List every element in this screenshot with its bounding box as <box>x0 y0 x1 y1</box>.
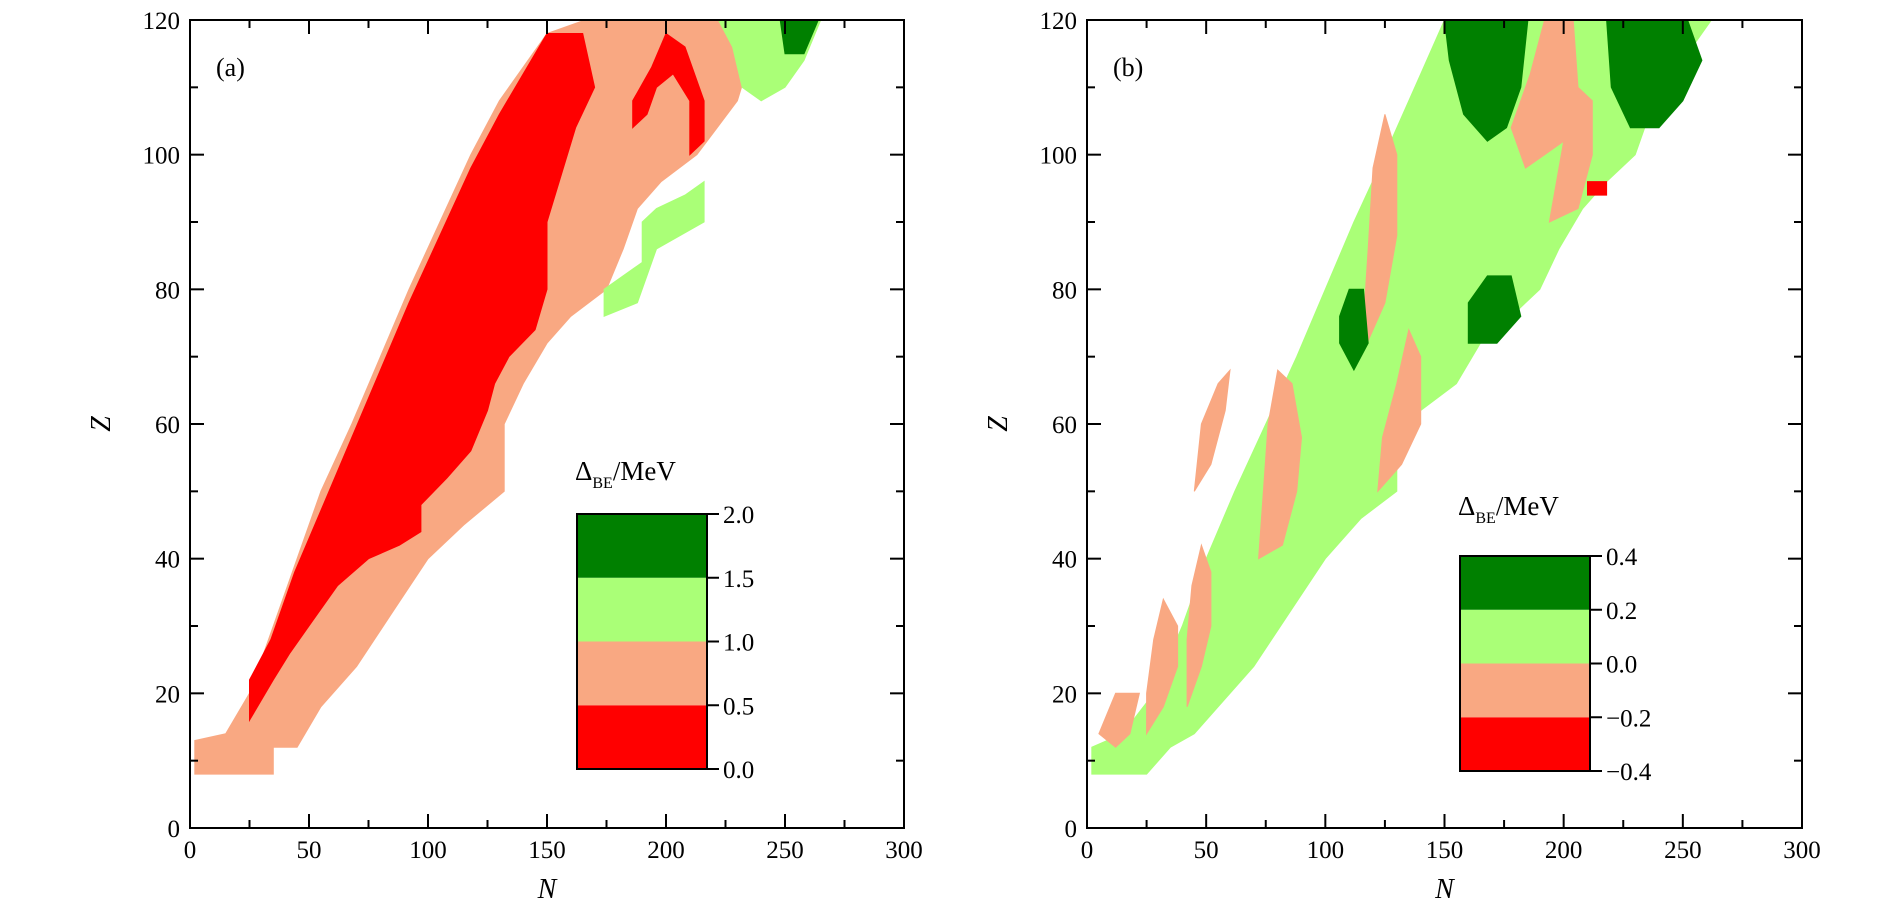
colorbar-tick-label: −0.2 <box>1606 705 1651 732</box>
region-5--0.2-0.0 <box>1258 369 1303 560</box>
x-tick-label: 250 <box>766 837 804 864</box>
colorbar: 0.0 0.5 1.0 1.5 2.0 ΔBE/MeV <box>575 456 754 784</box>
y-axis-title: Z <box>983 416 1014 432</box>
colorbar-tick-label: 1.0 <box>723 630 754 657</box>
panel-a: 0 50 100 150 200 250 300 0 20 40 60 80 100 120 N Z (a) 0.… <box>86 8 923 905</box>
colorbar-tick-label: 0.0 <box>723 757 754 784</box>
colorbar: −0.4 −0.2 0.0 0.2 0.4 ΔBE/MeV <box>1458 491 1652 786</box>
colorbar-bin <box>1460 717 1590 771</box>
x-tick-label: 50 <box>297 837 322 864</box>
region-13-0.2-0.4 <box>1606 20 1703 129</box>
region-4--0.2-0.0 <box>1193 368 1231 492</box>
y-tick-label: 40 <box>155 547 180 574</box>
region-6--0.2-0.0 <box>1360 114 1398 357</box>
region-3-1.0-1.5 <box>603 180 705 318</box>
panel-label: (a) <box>216 53 245 82</box>
region-2--0.2-0.0 <box>1146 597 1179 736</box>
colorbar-tick-label: 0.0 <box>1606 652 1637 679</box>
x-tick-label: 200 <box>1545 837 1583 864</box>
colorbar-tick-label: 2.0 <box>723 502 754 529</box>
x-axis-title: N <box>1434 874 1455 905</box>
colorbar-bin <box>1460 663 1590 718</box>
colorbar-tick-label: 0.5 <box>723 693 754 720</box>
y-tick-label: 0 <box>168 816 181 843</box>
y-tick-label: 60 <box>1052 412 1077 439</box>
colorbar-bin <box>577 577 707 642</box>
region-7--0.2-0.0 <box>1377 328 1422 493</box>
y-tick-label: 20 <box>1052 681 1077 708</box>
heatmap-regions <box>1091 20 1713 775</box>
colorbar-title: ΔBE/MeV <box>1458 491 1559 527</box>
y-tick-label: 80 <box>1052 277 1077 304</box>
colorbar-tick-label: 1.5 <box>723 566 754 593</box>
colorbar-bin <box>577 641 707 706</box>
x-tick-label: 150 <box>528 837 566 864</box>
x-tick-label: 50 <box>1194 837 1219 864</box>
x-tick-label: 100 <box>1307 837 1345 864</box>
region-14--0.4--0.2 <box>1587 181 1608 196</box>
y-tick-label: 120 <box>143 8 181 35</box>
y-tick-label: 0 <box>1065 816 1078 843</box>
y-tick-label: 20 <box>155 681 180 708</box>
x-tick-label: 0 <box>184 837 197 864</box>
heatmap-regions <box>194 20 822 775</box>
region-1-0.0-0.5 <box>249 33 596 723</box>
region-11-0.2-0.4 <box>1467 275 1522 344</box>
colorbar-title: ΔBE/MeV <box>575 456 676 492</box>
y-tick-label: 120 <box>1040 8 1078 35</box>
panel-b: 0 50 100 150 200 250 300 0 20 40 60 80 100 120 N Z (b) −0… <box>983 8 1821 905</box>
y-tick-label: 40 <box>1052 547 1077 574</box>
y-axis-title: Z <box>86 416 117 432</box>
region-3--0.2-0.0 <box>1186 543 1212 707</box>
region-12-0.2-0.4 <box>1443 20 1529 142</box>
colorbar-bin <box>577 514 707 578</box>
y-tick-label: 80 <box>155 277 180 304</box>
x-tick-label: 300 <box>885 837 923 864</box>
x-tick-label: 0 <box>1081 837 1094 864</box>
colorbar-bin <box>1460 556 1590 610</box>
x-tick-label: 300 <box>1783 837 1821 864</box>
colorbar-tick-label: −0.4 <box>1606 759 1652 786</box>
panel-label: (b) <box>1113 53 1143 82</box>
region-1--0.2-0.0 <box>1098 692 1141 748</box>
y-tick-label: 100 <box>1040 143 1078 170</box>
x-tick-label: 100 <box>409 837 447 864</box>
x-axis-title: N <box>537 874 558 905</box>
colorbar-bin <box>577 705 707 769</box>
region-9--0.2-0.0 <box>1548 86 1593 223</box>
x-tick-label: 200 <box>647 837 685 864</box>
region-10-0.2-0.4 <box>1339 288 1369 372</box>
x-tick-label: 150 <box>1426 837 1464 864</box>
region-5-1.5-2.0 <box>779 20 819 55</box>
x-tick-label: 250 <box>1664 837 1702 864</box>
y-tick-label: 60 <box>155 412 180 439</box>
y-tick-label: 100 <box>143 143 181 170</box>
colorbar-tick-label: 0.4 <box>1606 544 1638 571</box>
colorbar-tick-label: 0.2 <box>1606 598 1637 625</box>
colorbar-bin <box>1460 609 1590 664</box>
